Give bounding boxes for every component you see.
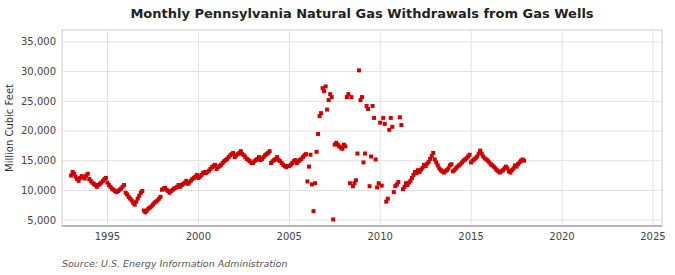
x-axis-line (62, 226, 662, 227)
data-point (86, 172, 90, 176)
data-point (319, 111, 323, 115)
y-tick-label: 10,000 (21, 185, 56, 196)
y-grid-line (62, 71, 662, 72)
data-point (308, 153, 312, 157)
data-point (312, 209, 316, 213)
data-point (349, 95, 353, 99)
data-point (392, 190, 396, 194)
data-point (383, 122, 387, 126)
y-grid-line (62, 220, 662, 221)
x-tick-label: 2025 (640, 231, 665, 242)
x-grid-line (471, 30, 472, 226)
data-point (330, 95, 334, 99)
y-tick-label: 30,000 (21, 66, 56, 77)
data-point (366, 107, 370, 111)
x-tick-label: 2005 (277, 231, 302, 242)
x-grid-line (107, 30, 108, 226)
data-point (315, 150, 319, 154)
data-point (389, 116, 393, 120)
y-tick-label: 35,000 (21, 36, 56, 47)
data-point (104, 176, 108, 180)
x-grid-line (380, 30, 381, 226)
data-point (307, 165, 311, 169)
data-point (371, 104, 375, 108)
data-point (268, 149, 272, 153)
y-axis-label: Million Cubic Feet (4, 84, 15, 172)
data-point (522, 159, 526, 163)
data-point (355, 152, 359, 156)
data-point (140, 189, 144, 193)
x-tick-label: 2000 (186, 231, 211, 242)
data-point (357, 68, 361, 72)
data-point (316, 132, 320, 136)
x-grid-line (198, 30, 199, 226)
grid (62, 30, 662, 226)
data-point (343, 144, 347, 148)
data-point (313, 181, 317, 185)
data-point (390, 125, 394, 129)
data-point (331, 217, 335, 221)
data-point (396, 180, 400, 184)
points (69, 68, 526, 221)
data-point (304, 152, 308, 156)
data-point (378, 121, 382, 125)
data-point (362, 160, 366, 164)
data-point (363, 152, 367, 156)
x-tick-label: 2010 (367, 231, 392, 242)
data-point (369, 155, 373, 159)
x-tick-label: 1995 (95, 231, 120, 242)
data-point (386, 197, 390, 201)
data-point (380, 184, 384, 188)
y-tick-label: 15,000 (21, 155, 56, 166)
x-grid-line (652, 30, 653, 226)
y-tick-label: 20,000 (21, 125, 56, 136)
plot-frame (62, 30, 662, 226)
data-point (468, 153, 472, 157)
y-grid-line (62, 41, 662, 42)
chart: Monthly Pennsylvania Natural Gas Withdra… (0, 0, 675, 275)
x-grid-line (562, 30, 563, 226)
data-point (158, 195, 162, 199)
data-point (431, 151, 435, 155)
data-point (374, 157, 378, 161)
data-point (322, 89, 326, 93)
data-point (398, 115, 402, 119)
y-tick-label: 5,000 (27, 215, 56, 226)
data-point (372, 116, 376, 120)
y-grid-line (62, 190, 662, 191)
x-tick-label: 2020 (549, 231, 574, 242)
data-point (449, 162, 453, 166)
data-point (368, 184, 372, 188)
data-point (325, 108, 329, 112)
data-point (122, 183, 126, 187)
data-point (324, 84, 328, 88)
source-note: Source: U.S. Energy Information Administ… (62, 258, 287, 269)
data-point (360, 95, 364, 99)
axes: 5,000 10,000 15,000 20,000 25,000 30,000 35,00… (21, 36, 666, 242)
title: Monthly Pennsylvania Natural Gas Withdra… (130, 6, 593, 21)
x-tick-label: 2015 (458, 231, 483, 242)
data-point (399, 123, 403, 127)
data-point (381, 116, 385, 120)
y-tick-label: 25,000 (21, 96, 56, 107)
data-point (375, 185, 379, 189)
data-point (354, 178, 358, 182)
data-point (305, 179, 309, 183)
x-grid-line (289, 30, 290, 226)
y-grid-line (62, 130, 662, 131)
